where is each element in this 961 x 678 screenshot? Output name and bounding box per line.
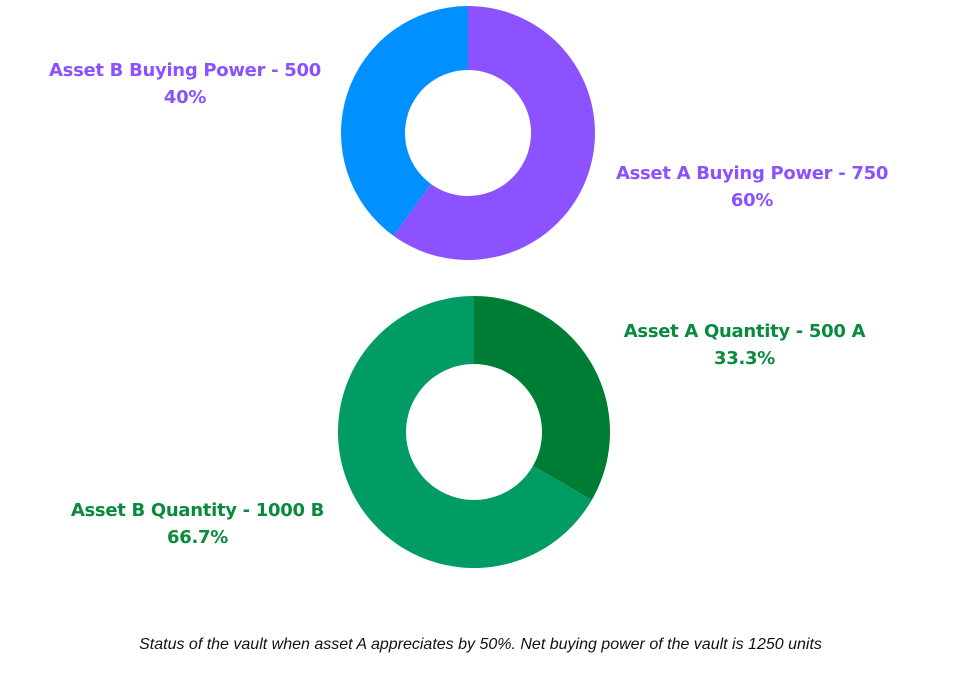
- label-asset-a-buying-power: Asset A Buying Power - 750 60%: [612, 160, 892, 214]
- label-asset-b-buying-power: Asset B Buying Power - 500 40%: [40, 57, 330, 111]
- slice-asset-b-buying-power: [341, 6, 468, 236]
- label-asset-b-buying-power-name: Asset B Buying Power - 500: [49, 60, 321, 81]
- label-asset-a-quantity: Asset A Quantity - 500 A 33.3%: [612, 318, 877, 372]
- figure-caption: Status of the vault when asset A appreci…: [139, 636, 822, 653]
- slice-asset-a-quantity: [474, 296, 610, 500]
- label-asset-b-quantity-name: Asset B Quantity - 1000 B: [70, 500, 325, 521]
- label-asset-a-quantity-name: Asset A Quantity - 500 A: [623, 321, 866, 342]
- slice-asset-a-buying-power: [393, 6, 595, 260]
- slice-asset-b-quantity: [338, 296, 592, 568]
- label-asset-b-quantity-percent: 66.7%: [167, 527, 228, 548]
- label-asset-a-buying-power-name: Asset A Buying Power - 750: [615, 163, 889, 184]
- label-asset-a-buying-power-percent: 60%: [730, 190, 774, 211]
- label-asset-b-buying-power-percent: 40%: [163, 87, 207, 108]
- label-asset-b-quantity: Asset B Quantity - 1000 B 66.7%: [55, 497, 340, 551]
- label-asset-a-quantity-percent: 33.3%: [714, 348, 775, 369]
